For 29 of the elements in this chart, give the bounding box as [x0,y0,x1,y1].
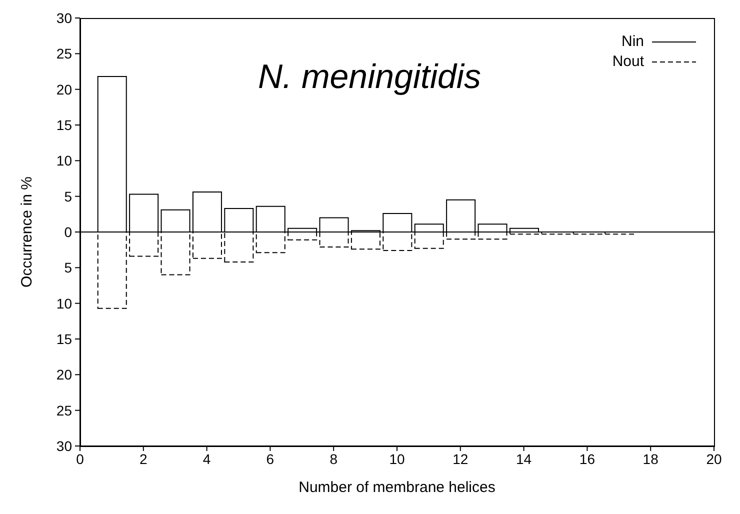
legend-label: Nin [621,32,644,52]
y-tick-label: 20 [56,81,72,98]
x-tick-label: 4 [202,450,211,467]
x-tick-label: 8 [330,450,338,467]
y-tick-label: 15 [56,116,72,133]
text: N. meningitidis [258,58,481,97]
x-tick-label: 10 [389,450,405,467]
y-tick-label: 25 [56,46,72,62]
x-tick-label: 20 [706,450,722,467]
legend-label: Nout [612,52,644,72]
x-tick-label: 12 [452,450,468,467]
y-axis-title: Occurrence in % [18,176,36,288]
y-tick-label: 20 [56,366,72,383]
y-tick-label: 15 [56,330,72,347]
x-axis-title: Number of membrane helices [298,479,496,496]
y-tick-label: 10 [56,152,72,169]
y-tick-label: 5 [64,188,72,204]
y-tick-label: 25 [56,402,72,418]
y-tick-label: 0 [64,224,72,240]
x-tick-label: 0 [76,450,84,467]
x-tick-label: 6 [266,450,274,467]
y-tick-label: 30 [56,438,72,454]
x-tick-label: 2 [140,450,148,467]
y-tick-label: 5 [64,260,72,276]
y-tick-label: 10 [56,295,72,312]
y-tick-label: 30 [56,10,72,26]
x-tick-label: 18 [642,450,659,467]
x-tick-label: 16 [579,450,596,467]
x-tick-label: 14 [516,450,532,467]
